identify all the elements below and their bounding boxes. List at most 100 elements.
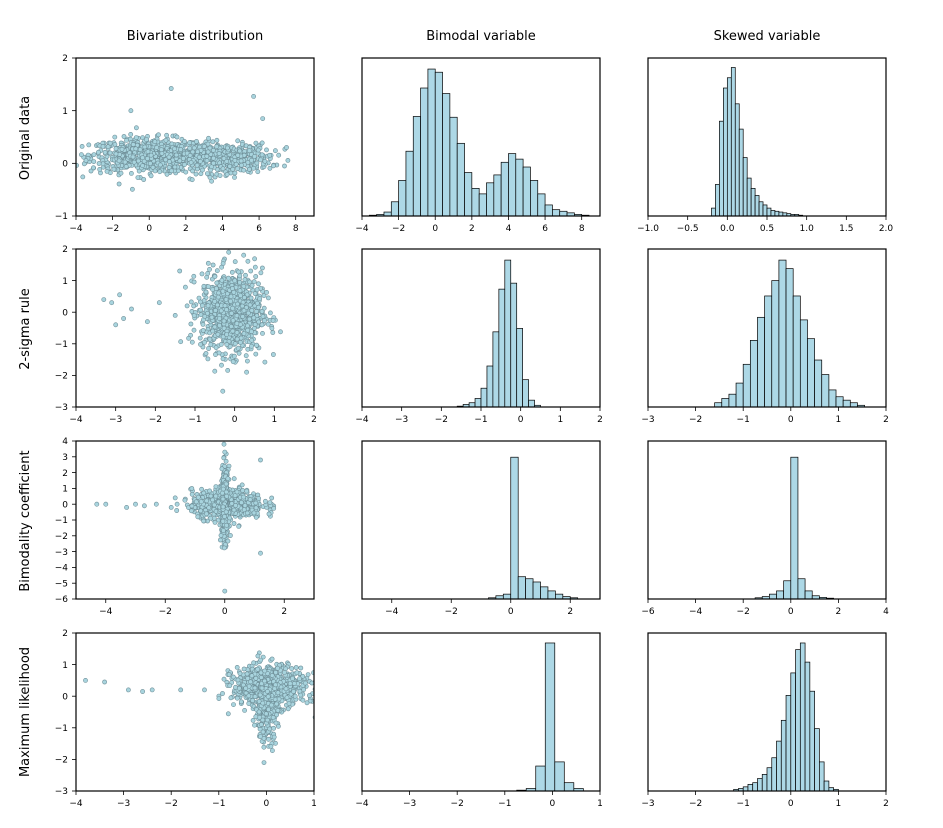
scatter-point: [219, 277, 225, 283]
scatter-point: [105, 144, 111, 150]
scatter-point: [249, 329, 254, 334]
scatter-point: [237, 273, 243, 279]
hist-bar: [510, 282, 518, 407]
scatter-point: [270, 715, 276, 720]
scatter-point: [137, 147, 143, 152]
scatter-point: [257, 296, 263, 302]
axes-frame: [647, 632, 887, 792]
scatter-point: [238, 699, 244, 705]
scatter-point: [193, 171, 199, 177]
scatter-point: [240, 314, 246, 319]
scatter-point: [224, 332, 230, 337]
scatter-point: [220, 166, 226, 172]
x-tick-label: 0: [788, 415, 794, 425]
scatter-point: [172, 164, 178, 170]
hist-bar: [804, 661, 811, 791]
scatter-point: [191, 145, 197, 151]
hist-bar: [857, 404, 865, 407]
scatter-point: [238, 293, 243, 298]
scatter-point: [194, 139, 199, 144]
plot-area: [754, 456, 834, 599]
scatter-point: [223, 481, 229, 487]
scatter-point: [130, 154, 136, 160]
scatter-point: [79, 152, 84, 158]
scatter-point: [188, 508, 194, 514]
scatter-point: [158, 147, 164, 153]
x-tick-label: 6: [542, 224, 548, 234]
x-tick-label: −4: [689, 607, 703, 617]
y-tick-label: −6: [55, 595, 69, 605]
scatter-point: [256, 495, 261, 501]
scatter-point: [133, 125, 139, 131]
scatter-point: [190, 149, 196, 155]
scatter-point: [270, 318, 276, 323]
hist-bar: [734, 103, 740, 216]
hist-bar: [769, 593, 777, 599]
x-tick-label: −4: [355, 415, 369, 425]
scatter-point: [261, 293, 267, 299]
scatter-point: [212, 298, 218, 304]
scatter-point: [244, 369, 249, 375]
y-tick-label: 0: [62, 500, 68, 510]
scatter-point: [268, 744, 274, 749]
scatter-point: [203, 351, 209, 356]
scatter-point: [258, 550, 263, 556]
scatter-point: [247, 497, 253, 502]
scatter-point: [201, 490, 207, 496]
scatter-point: [111, 166, 117, 172]
scatter-point: [220, 356, 226, 362]
hist-bar: [785, 268, 794, 407]
hist-bar: [486, 365, 494, 407]
scatter-point: [252, 694, 258, 699]
x-tick-label: 2: [281, 607, 287, 617]
scatter-point: [197, 158, 203, 164]
hist-bar: [532, 581, 541, 599]
scatter-point: [226, 672, 232, 677]
x-tick-label: −4: [69, 224, 83, 234]
scatter-point: [211, 155, 216, 161]
scatter-point: [246, 148, 252, 154]
scatter-point: [246, 693, 252, 699]
hist-bar: [517, 576, 526, 599]
hist-bar: [814, 359, 823, 407]
scatter-point: [141, 177, 147, 182]
scatter-point: [239, 303, 245, 309]
scatter-point: [140, 689, 145, 694]
x-tick-label: 0: [788, 799, 794, 809]
scatter-point: [265, 694, 271, 699]
scatter-point: [191, 303, 197, 309]
hist-bar: [508, 153, 517, 216]
x-tick-label: −1: [474, 415, 487, 425]
scatter-point: [148, 152, 154, 158]
scatter-point: [285, 706, 291, 712]
scatter-point: [234, 489, 240, 495]
hist-bar: [821, 374, 830, 407]
scatter-point: [153, 501, 159, 507]
hist-bar: [807, 338, 815, 407]
scatter-point: [198, 341, 203, 347]
plot-area: [711, 67, 804, 216]
scatter-point: [251, 94, 256, 99]
scatter-point: [198, 499, 204, 505]
hist-bar: [778, 259, 787, 407]
panel-r0-c2: −1.0 −0.5 0.0 0.5 1.0 1.5 2.0: [637, 57, 893, 234]
scatter-point: [215, 294, 221, 300]
scatter-point: [229, 286, 235, 291]
scatter-point: [220, 288, 226, 294]
scatter-point: [230, 674, 236, 680]
scatter-point: [344, 694, 348, 698]
scatter-point: [293, 665, 299, 670]
hist-bar: [776, 590, 785, 599]
plot-area: [368, 68, 590, 216]
scatter-point: [172, 146, 177, 152]
scatter-point: [229, 310, 234, 316]
hist-bar: [715, 184, 720, 216]
hist-bar: [502, 593, 512, 599]
y-tick-label: −1: [55, 340, 68, 350]
scatter-point: [178, 339, 184, 345]
scatter-point: [233, 161, 239, 167]
scatter-point: [260, 116, 266, 121]
scatter-point: [269, 702, 274, 708]
scatter-point: [244, 510, 250, 516]
scatter-point: [128, 170, 134, 176]
